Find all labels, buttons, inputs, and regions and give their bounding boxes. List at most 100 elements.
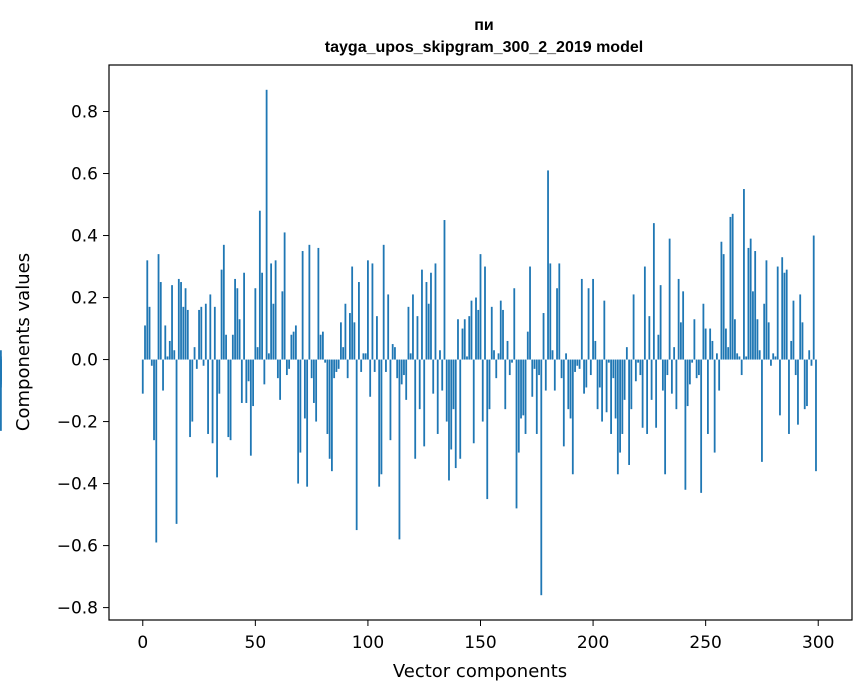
- bar: [576, 359, 579, 366]
- y-axis-label: Components values: [13, 253, 34, 431]
- bar: [713, 359, 716, 453]
- bar: [781, 257, 784, 360]
- bar: [515, 359, 518, 509]
- bar: [261, 272, 263, 360]
- bar: [756, 319, 759, 360]
- bar: [321, 331, 324, 360]
- bar: [200, 306, 203, 360]
- bar: [711, 340, 714, 360]
- bar: [553, 359, 556, 391]
- bar: [675, 359, 678, 410]
- bar: [594, 340, 597, 360]
- bar: [389, 359, 392, 441]
- bar: [367, 260, 369, 360]
- y-tick-label: 0.8: [71, 103, 98, 123]
- bar: [740, 359, 743, 376]
- bar: [517, 359, 520, 453]
- bar: [445, 359, 448, 422]
- bar: [551, 350, 554, 360]
- bar: [535, 359, 538, 434]
- bar: [166, 356, 169, 360]
- bar: [430, 272, 432, 360]
- bar: [770, 359, 772, 366]
- bar: [317, 247, 320, 360]
- bar: [736, 353, 739, 360]
- bar: [240, 359, 243, 403]
- bar: [387, 294, 390, 360]
- bar: [758, 350, 761, 360]
- bar: [538, 359, 540, 376]
- bar: [274, 260, 277, 360]
- bar: [414, 359, 417, 459]
- bar: [146, 260, 149, 360]
- bar: [565, 353, 567, 360]
- bar: [601, 359, 603, 422]
- bar: [258, 210, 261, 360]
- bar: [790, 340, 793, 360]
- bar: [220, 269, 223, 360]
- bar: [144, 325, 146, 360]
- bar: [452, 359, 455, 410]
- bar: [693, 319, 696, 360]
- bar: [655, 359, 658, 428]
- bar: [801, 322, 804, 360]
- bar: [335, 359, 338, 372]
- bar: [355, 359, 358, 531]
- bar: [290, 334, 293, 360]
- bar: [349, 313, 351, 360]
- bar: [797, 359, 799, 425]
- bar: [162, 359, 164, 391]
- bar: [191, 359, 194, 422]
- bar: [583, 359, 585, 394]
- bar: [477, 309, 480, 360]
- bar: [547, 170, 549, 360]
- bar: [484, 266, 486, 360]
- bar: [639, 359, 642, 376]
- bar: [670, 359, 673, 394]
- bar: [425, 282, 428, 360]
- bar: [544, 359, 547, 391]
- bar: [184, 288, 187, 360]
- y-tick-label: 0.2: [71, 289, 98, 309]
- bar: [238, 319, 241, 360]
- bar: [688, 359, 691, 385]
- bar: [157, 254, 160, 360]
- bar: [403, 359, 405, 376]
- bar: [396, 359, 399, 379]
- bar: [596, 359, 599, 410]
- bar: [427, 303, 430, 360]
- bar: [569, 359, 572, 419]
- bar: [752, 291, 754, 360]
- bar: [707, 359, 709, 434]
- bar: [141, 359, 144, 394]
- bar: [520, 359, 522, 419]
- bar: [529, 266, 531, 360]
- bar: [292, 331, 295, 360]
- bar: [412, 294, 414, 360]
- x-tick-label: 0: [137, 633, 148, 653]
- bar: [490, 306, 493, 360]
- bar: [522, 359, 525, 416]
- bar: [754, 251, 757, 360]
- bar: [195, 359, 198, 369]
- bar: [236, 288, 239, 360]
- bar: [457, 319, 459, 360]
- bar: [605, 359, 608, 413]
- bar: [421, 269, 423, 360]
- bar: [718, 359, 721, 391]
- bar: [281, 291, 284, 360]
- bar: [432, 359, 435, 394]
- bar: [558, 263, 561, 360]
- bar: [486, 359, 489, 500]
- bar: [504, 359, 507, 410]
- bar: [450, 359, 453, 450]
- bar: [299, 359, 302, 453]
- bar: [574, 359, 576, 372]
- bar: [285, 359, 288, 376]
- bar: [301, 251, 304, 360]
- bar: [470, 300, 473, 360]
- bar: [231, 334, 234, 360]
- bar: [247, 359, 250, 382]
- bar: [729, 216, 732, 360]
- bar: [423, 359, 426, 447]
